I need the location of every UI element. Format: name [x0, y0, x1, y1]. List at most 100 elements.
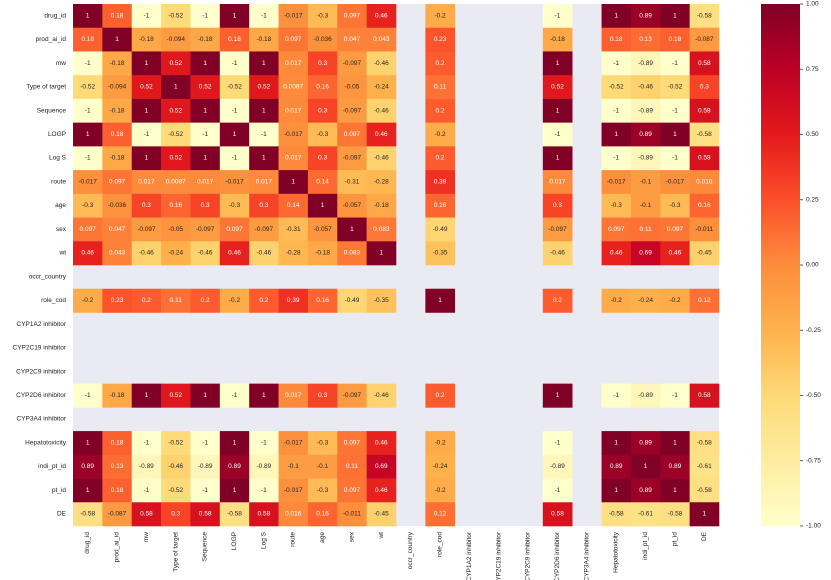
heatmap-cell: [249, 122, 279, 147]
cell-value-label: -0.18: [550, 36, 565, 43]
heatmap-cell: [689, 478, 720, 503]
cell-value-label: 0.2: [436, 392, 445, 399]
heatmap-cell: [249, 217, 279, 242]
heatmap-cell: [73, 146, 103, 171]
cell-value-label: -1: [555, 12, 561, 19]
cell-value-label: -1: [144, 12, 150, 19]
heatmap-cell: [630, 241, 661, 266]
heatmap-cell: [542, 288, 573, 313]
cell-value-label: -0.89: [550, 463, 565, 470]
heatmap-cell: [278, 146, 309, 171]
cell-value-label: 0.017: [285, 155, 302, 162]
heatmap-cell: [249, 193, 279, 218]
cell-value-label: 0.017: [285, 60, 302, 67]
cell-value-label: 1: [233, 487, 237, 494]
heatmap-cell: [630, 98, 661, 123]
cell-value-label: 0.46: [375, 487, 388, 494]
row-tick-label: CYP2C9 inhibitor: [16, 368, 67, 375]
cell-value-label: 0.043: [373, 36, 390, 43]
cell-value-label: -0.017: [78, 178, 97, 185]
cell-value-label: -0.31: [286, 226, 301, 233]
heatmap-cell: [307, 51, 338, 76]
row-tick-label: LOGP: [48, 131, 66, 138]
cell-value-label: 0.12: [698, 297, 711, 304]
cell-value-label: 0.2: [201, 297, 210, 304]
heatmap-cell: [630, 146, 661, 171]
heatmap-cell: [601, 51, 632, 76]
column-tick-label: Log S: [260, 531, 267, 549]
heatmap-cell: [307, 170, 338, 195]
cell-value-label: 0.14: [287, 202, 300, 209]
cell-value-label: -0.46: [168, 463, 183, 470]
heatmap-cell: [425, 75, 456, 100]
cell-value-label: -0.057: [313, 226, 332, 233]
heatmap-cell: [660, 502, 690, 527]
heatmap-cell: [689, 122, 720, 147]
heatmap-cell: [337, 288, 367, 313]
heatmap-cell: [102, 193, 133, 218]
heatmap-cell: [102, 75, 133, 100]
heatmap-cell: [249, 75, 279, 100]
cell-value-label: -1: [232, 155, 238, 162]
cell-value-label: -0.24: [433, 463, 448, 470]
cell-value-label: 0.3: [171, 511, 180, 518]
cell-value-label: -1: [613, 60, 619, 67]
colorbar-ticks: 1.00 0.75 0.50 0.25 0.00 -0.25 -0.50 -0.75 -1.00: [800, 1, 821, 530]
heatmap-cell: [73, 241, 103, 266]
cell-value-label: 0.097: [344, 487, 361, 494]
heatmap-cell: [337, 454, 367, 479]
row-tick-label: occr_country: [29, 273, 67, 280]
heatmap-cell: [630, 4, 661, 29]
column-tick-label: CYP2C19 inhibitor: [495, 531, 502, 580]
heatmap-cell: [131, 4, 162, 29]
heatmap-cell: [249, 146, 279, 171]
heatmap-cell: [425, 502, 456, 527]
row-tick-label: age: [55, 202, 66, 209]
cell-value-label: -0.057: [343, 202, 362, 209]
heatmap-cell: [278, 51, 309, 76]
cell-value-label: 1: [262, 107, 266, 114]
cell-value-label: 1: [203, 392, 207, 399]
heatmap-cell: [689, 217, 720, 242]
heatmap-cell: [660, 217, 690, 242]
heatmap-cell: [278, 383, 309, 408]
heatmap-cell: [102, 383, 133, 408]
cell-value-label: -0.18: [256, 36, 271, 43]
heatmap-cell: [601, 146, 632, 171]
row-tick-label: pt_id: [52, 487, 66, 494]
cell-value-label: -0.2: [229, 297, 241, 304]
heatmap-cell: [219, 51, 250, 76]
cell-value-label: 0.18: [111, 12, 124, 19]
heatmap-cell: [161, 502, 191, 527]
heatmap-cell: [660, 51, 690, 76]
cell-value-label: 0.46: [81, 250, 94, 257]
cell-value-label: 0.2: [436, 155, 445, 162]
cell-value-label: -0.087: [695, 36, 714, 43]
cell-value-label: -1: [232, 107, 238, 114]
heatmap-cell: [278, 98, 309, 123]
heatmap-cell: [542, 193, 573, 218]
heatmap-cell: [689, 4, 720, 29]
heatmap-cell: [689, 98, 720, 123]
heatmap-cell: [425, 288, 456, 313]
heatmap-cell: [601, 383, 632, 408]
cell-value-label: -0.52: [168, 439, 183, 446]
cell-value-label: 0.89: [228, 463, 241, 470]
heatmap-cell: [73, 51, 103, 76]
cell-value-label: 1: [115, 36, 119, 43]
heatmap-cell: [102, 4, 133, 29]
heatmap-cell: [278, 4, 309, 29]
row-tick-label: indi_pt_id: [38, 463, 66, 470]
cell-value-label: 0.043: [109, 250, 126, 257]
heatmap-cell: [249, 170, 279, 195]
cell-value-label: 0.017: [285, 392, 302, 399]
cell-value-label: 0.16: [316, 297, 329, 304]
cell-value-label: -0.2: [669, 297, 681, 304]
heatmap-cell: [161, 454, 191, 479]
cell-value-label: 0.58: [551, 511, 564, 518]
colorbar-tick-label: -1.00: [806, 523, 821, 530]
cell-value-label: -0.52: [168, 487, 183, 494]
cell-value-label: 1: [233, 439, 237, 446]
cell-value-label: -0.011: [695, 226, 713, 233]
heatmap-cell: [307, 4, 338, 29]
